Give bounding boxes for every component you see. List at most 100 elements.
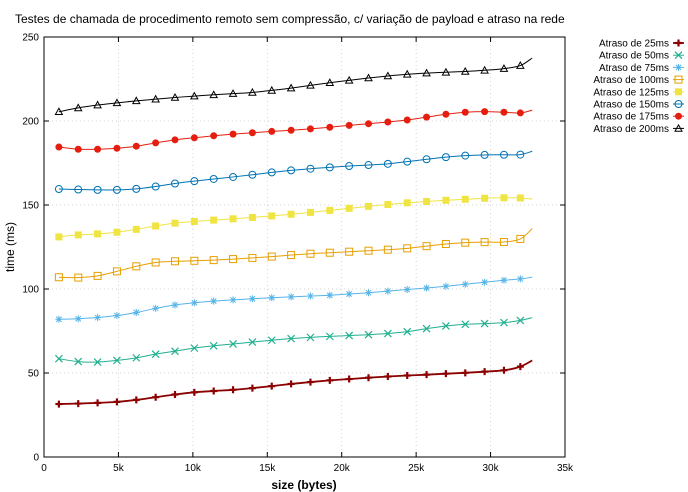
data-point — [170, 92, 180, 101]
data-point — [306, 125, 314, 133]
data-point — [306, 164, 315, 173]
data-point — [306, 333, 315, 342]
data-point — [500, 194, 508, 202]
data-point — [461, 369, 469, 377]
grid-lines — [44, 37, 565, 457]
data-point — [442, 282, 450, 290]
data-point — [499, 64, 509, 72]
legend-swatch-marker — [675, 39, 682, 47]
data-point — [500, 108, 508, 116]
data-point — [364, 161, 373, 170]
data-point — [209, 341, 218, 350]
data-point — [229, 215, 237, 223]
data-point — [287, 251, 296, 260]
data-point — [94, 145, 102, 153]
data-point — [190, 134, 198, 142]
data-point — [55, 143, 63, 151]
data-point — [132, 142, 140, 150]
data-point — [345, 375, 353, 383]
data-point — [268, 294, 276, 302]
data-point — [54, 107, 64, 116]
data-point — [287, 293, 295, 301]
data-point — [189, 91, 199, 100]
data-point — [423, 197, 431, 205]
series-line — [58, 359, 533, 405]
data-point — [345, 204, 353, 212]
series-line — [58, 57, 533, 113]
data-point — [170, 257, 179, 266]
data-point — [93, 271, 102, 280]
legend-label: Atraso de 125ms — [593, 87, 669, 98]
legend-label: Atraso de 175ms — [593, 112, 669, 123]
data-point — [345, 290, 353, 298]
data-point — [190, 299, 198, 307]
data-point — [481, 278, 489, 286]
data-point — [248, 170, 257, 179]
x-tick-label: 20k — [334, 463, 351, 474]
data-point — [461, 195, 469, 203]
axis-ticks: 0 5k 10k 15k 20k 25k 30k 35k 0 50 100 150 200 250 — [22, 33, 574, 475]
data-point — [209, 174, 218, 183]
data-point — [364, 73, 373, 82]
data-point — [515, 61, 525, 69]
data-point — [516, 109, 524, 117]
data-point — [345, 331, 354, 340]
data-point — [113, 356, 121, 365]
data-point — [516, 150, 525, 159]
data-point — [132, 309, 140, 317]
data-point — [516, 363, 524, 371]
data-point — [423, 284, 431, 292]
data-point — [384, 287, 392, 295]
data-point — [229, 255, 238, 264]
chart-title: Testes de chamada de procedimento remoto… — [15, 12, 565, 26]
data-point — [480, 65, 489, 74]
data-point — [151, 350, 160, 359]
data-point — [151, 94, 160, 103]
data-point — [383, 159, 392, 168]
data-point — [461, 108, 469, 116]
data-point — [442, 110, 450, 118]
legend-swatch-marker — [675, 63, 682, 71]
data-point — [112, 267, 121, 276]
data-point — [94, 230, 102, 238]
series-7 — [55, 108, 533, 153]
data-point — [461, 151, 470, 160]
data-point — [93, 100, 102, 109]
data-point — [306, 80, 315, 89]
data-point — [132, 353, 141, 362]
data-point — [516, 194, 524, 202]
data-point — [442, 196, 450, 204]
legend-swatch-marker — [674, 51, 683, 60]
data-point — [248, 384, 256, 392]
data-point — [55, 400, 63, 408]
series-3 — [55, 275, 533, 323]
series-8 — [54, 57, 533, 116]
y-tick-label: 0 — [33, 453, 39, 464]
data-point — [306, 249, 315, 258]
data-point — [422, 68, 431, 77]
data-point — [171, 301, 179, 309]
data-point — [113, 144, 121, 152]
data-point — [209, 90, 219, 99]
legend-label: Atraso de 50ms — [599, 51, 669, 62]
legend-label: Atraso de 100ms — [593, 75, 669, 86]
data-point — [74, 400, 82, 408]
legend-label: Atraso de 200ms — [593, 124, 669, 135]
x-tick-label: 35k — [557, 463, 574, 474]
data-point — [190, 388, 198, 396]
data-point — [364, 246, 373, 255]
data-point — [229, 296, 237, 304]
data-point — [286, 83, 296, 92]
data-point — [94, 399, 102, 407]
series-line — [58, 317, 533, 363]
data-point — [267, 85, 277, 94]
series-4 — [54, 228, 533, 282]
data-point — [151, 258, 160, 267]
data-point — [74, 145, 82, 153]
x-tick-label: 30k — [483, 463, 500, 474]
data-point — [326, 206, 334, 214]
data-point — [74, 185, 83, 194]
data-point — [229, 130, 237, 138]
data-point — [55, 233, 63, 241]
